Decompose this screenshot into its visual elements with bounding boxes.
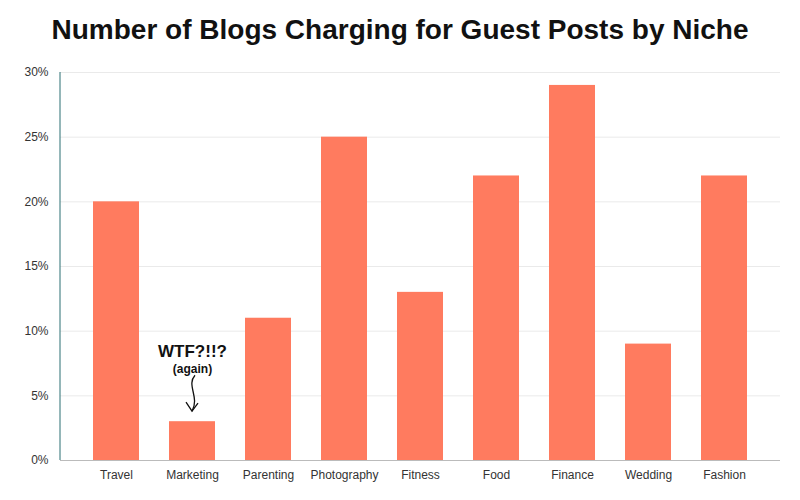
svg-text:Photography: Photography <box>310 468 378 482</box>
svg-text:Fitness: Fitness <box>401 468 440 482</box>
svg-text:Fashion: Fashion <box>703 468 746 482</box>
svg-text:25%: 25% <box>24 130 48 144</box>
svg-text:15%: 15% <box>24 259 48 273</box>
svg-text:Travel: Travel <box>100 468 133 482</box>
svg-text:WTF?!!?: WTF?!!? <box>158 342 227 361</box>
svg-text:5%: 5% <box>31 389 49 403</box>
svg-text:Marketing: Marketing <box>166 468 219 482</box>
svg-text:20%: 20% <box>24 195 48 209</box>
svg-text:0%: 0% <box>31 453 49 467</box>
svg-text:Parenting: Parenting <box>243 468 294 482</box>
svg-text:10%: 10% <box>24 324 48 338</box>
svg-text:Finance: Finance <box>551 468 594 482</box>
svg-text:Wedding: Wedding <box>625 468 672 482</box>
svg-text:Food: Food <box>483 468 510 482</box>
html-text:Number of Blogs Charging for G: Number of Blogs Charging for Guest Posts… <box>51 14 749 45</box>
svg-text:30%: 30% <box>24 65 48 79</box>
svg-text:(again): (again) <box>173 362 212 376</box>
